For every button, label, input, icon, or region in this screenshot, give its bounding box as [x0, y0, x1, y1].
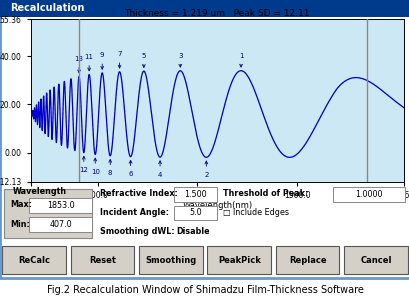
FancyBboxPatch shape [70, 246, 134, 274]
Text: Max:: Max: [10, 200, 32, 209]
FancyBboxPatch shape [139, 246, 202, 274]
Text: 1853.0: 1853.0 [47, 201, 74, 210]
Text: Incident Angle:: Incident Angle: [100, 208, 169, 217]
Text: Threshold of Peak:: Threshold of Peak: [223, 189, 308, 198]
Text: 5.0: 5.0 [189, 208, 201, 217]
Bar [0, 0, 409, 16]
Text: 12: 12 [79, 156, 88, 173]
Text: 9: 9 [100, 52, 104, 69]
Text: 8: 8 [108, 160, 112, 176]
FancyBboxPatch shape [333, 187, 404, 202]
Text: Replace: Replace [288, 256, 326, 265]
FancyBboxPatch shape [207, 246, 270, 274]
Text: ReCalc: ReCalc [18, 256, 50, 265]
Text: Reset: Reset [89, 256, 115, 265]
FancyBboxPatch shape [29, 198, 92, 213]
Text: 6: 6 [128, 160, 133, 177]
Text: Recalculation: Recalculation [10, 3, 84, 13]
Text: 407.0: 407.0 [49, 220, 72, 229]
FancyBboxPatch shape [29, 217, 92, 232]
Text: 5: 5 [141, 53, 146, 68]
Text: Cancel: Cancel [360, 256, 391, 265]
X-axis label: Wavelength(nm): Wavelength(nm) [182, 201, 252, 210]
Text: 11: 11 [84, 54, 93, 71]
FancyBboxPatch shape [275, 246, 339, 274]
Text: 10: 10 [90, 158, 99, 175]
FancyBboxPatch shape [344, 246, 407, 274]
Text: 13: 13 [74, 56, 83, 73]
Text: 7: 7 [117, 51, 121, 68]
Text: Wavelength: Wavelength [12, 187, 66, 196]
Text: 1.0000: 1.0000 [354, 190, 382, 199]
Text: 1: 1 [238, 53, 243, 67]
Text: Disable: Disable [176, 226, 209, 236]
Text: 2: 2 [204, 161, 208, 178]
FancyBboxPatch shape [2, 246, 65, 274]
Title: Thickness = 1.219 um   Peak SD = 12.11: Thickness = 1.219 um Peak SD = 12.11 [124, 10, 309, 19]
Text: 3: 3 [178, 53, 182, 67]
Text: Smoothing: Smoothing [145, 256, 196, 265]
Text: Fig.2 Recalculation Window of Shimadzu Film-Thickness Software: Fig.2 Recalculation Window of Shimadzu F… [47, 285, 362, 296]
Text: Min:: Min: [10, 220, 30, 229]
Text: □ Include Edges: □ Include Edges [223, 208, 289, 217]
Text: Smoothing dWL:: Smoothing dWL: [100, 226, 175, 236]
Text: 1.500: 1.500 [184, 190, 207, 199]
Text: 4: 4 [157, 161, 162, 178]
FancyBboxPatch shape [174, 206, 217, 220]
Text: Refractive Index:: Refractive Index: [100, 189, 178, 198]
FancyBboxPatch shape [174, 187, 217, 202]
Bar [4, 189, 92, 239]
Text: PeakPick: PeakPick [217, 256, 260, 265]
